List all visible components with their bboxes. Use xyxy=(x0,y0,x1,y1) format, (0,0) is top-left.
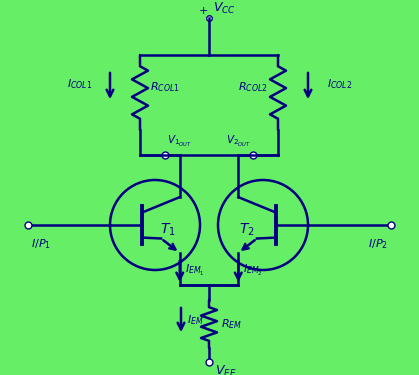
Text: $I_{COL2}$: $I_{COL2}$ xyxy=(327,77,353,91)
Text: $R_{COL2}$: $R_{COL2}$ xyxy=(238,80,268,94)
Text: $T_1$: $T_1$ xyxy=(160,222,176,238)
Text: $V_{EE}$: $V_{EE}$ xyxy=(215,364,237,375)
Text: $V_{2_{OUT}}$: $V_{2_{OUT}}$ xyxy=(226,134,251,149)
Text: $R_{EM}$: $R_{EM}$ xyxy=(221,317,242,331)
Text: $I_{EM}$: $I_{EM}$ xyxy=(187,313,204,327)
Text: $I_{COL1}$: $I_{COL1}$ xyxy=(67,77,93,91)
Text: $I_{EM_1}$: $I_{EM_1}$ xyxy=(185,263,204,278)
Text: $R_{COL1}$: $R_{COL1}$ xyxy=(150,80,180,94)
Text: $I/P_2$: $I/P_2$ xyxy=(368,237,388,251)
Text: $+$: $+$ xyxy=(198,5,208,16)
Text: $I/P_1$: $I/P_1$ xyxy=(31,237,51,251)
Text: $I_{EM_2}$: $I_{EM_2}$ xyxy=(243,263,263,278)
Text: $T_2$: $T_2$ xyxy=(239,222,255,238)
Text: $V_{1_{OUT}}$: $V_{1_{OUT}}$ xyxy=(167,134,192,149)
Text: $V_{CC}$: $V_{CC}$ xyxy=(213,1,236,16)
